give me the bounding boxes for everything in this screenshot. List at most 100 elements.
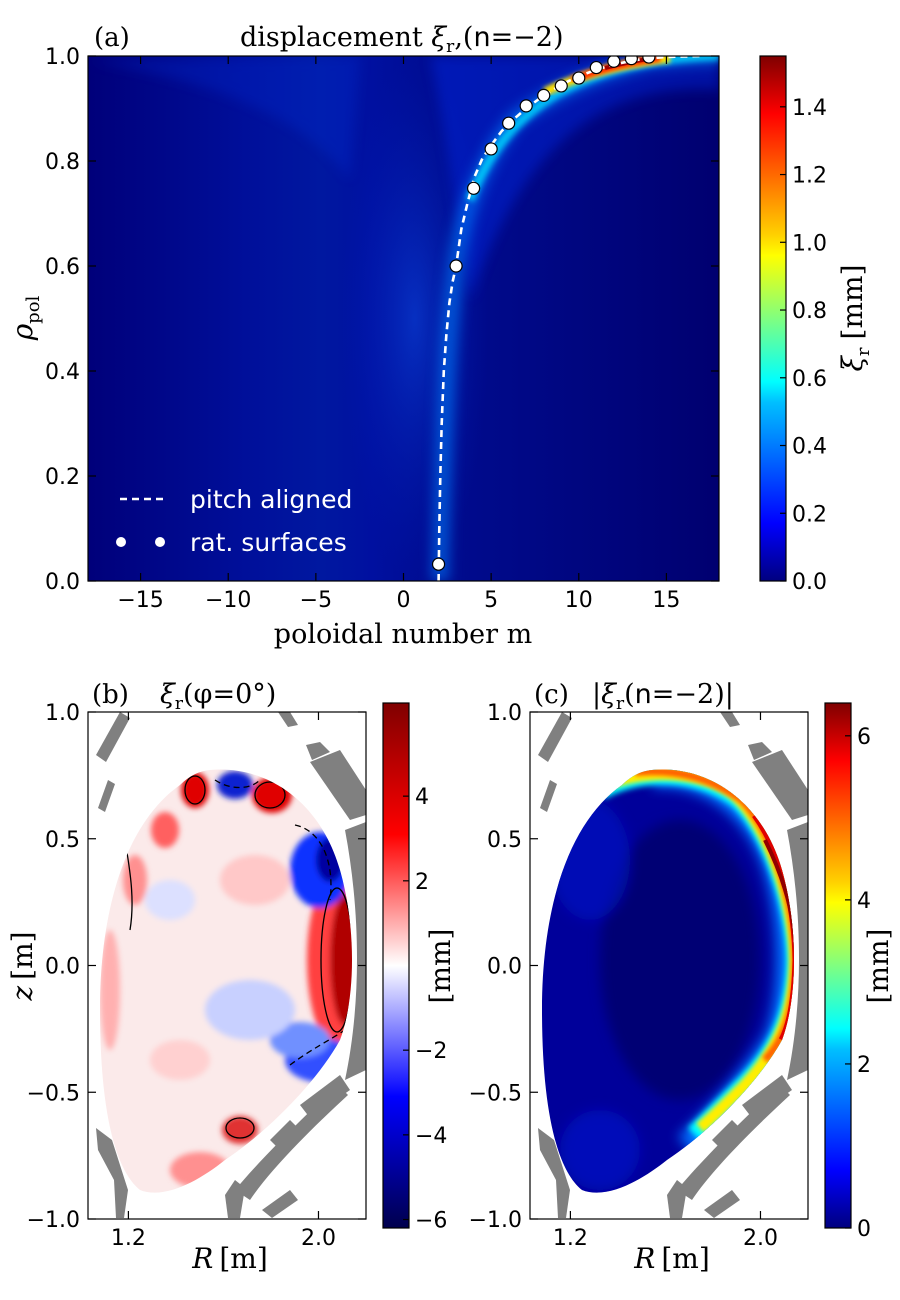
panel-a-xtick-label: −15 — [117, 588, 163, 613]
panel-a-ylabel: ρpol — [6, 295, 44, 341]
legend-rat-marker-1 — [116, 537, 126, 547]
rational-surface-marker — [624, 56, 638, 66]
panel-a-title-rest: ,( — [454, 22, 473, 53]
panel-a-legend: pitch aligned rat. surfaces — [116, 485, 352, 557]
panel-c-ytick-label: −0.5 — [469, 1081, 522, 1106]
panel-c-xlabel-unit: [m] — [661, 1242, 709, 1275]
rational-surface-marker — [572, 71, 586, 85]
panel-a-colorbar-tick-label: 1.4 — [792, 96, 827, 121]
panel-b-xtick-label: 1.2 — [111, 1226, 146, 1251]
panel-a-title: displacement ξr,(n=−2) — [240, 22, 564, 57]
panel-a-colorbar-label: ξr [mm] — [836, 265, 874, 372]
rational-surface-marker — [449, 259, 463, 273]
panel-b-title-xi: ξ — [160, 679, 176, 710]
rational-surface-marker — [502, 116, 516, 130]
panel-b: 1.2 2.0−1.0−0.50.00.51.0 (b) ξr(φ=0°) R [m… — [6, 679, 457, 1275]
panel-c-title-n: n — [635, 679, 652, 710]
panel-b-colorbar-tick-label: −6 — [415, 1209, 447, 1234]
panel-c-title-open: |ξ — [592, 679, 617, 710]
panel-a-title-sub: r — [446, 37, 455, 57]
panel-a-xtick-label: −5 — [300, 588, 332, 613]
rational-surface-marker — [467, 181, 481, 195]
panel-a-cbar-sub: r — [853, 347, 874, 356]
panel-c-colorbar — [824, 702, 852, 1229]
panel-c-colorbar-tick-label: 2 — [857, 1053, 871, 1078]
panel-b-colorbar-label: [mm] — [424, 929, 457, 1004]
panel-a-xtick-label: 0 — [397, 588, 411, 613]
panel-c-ytick-label: 0.0 — [487, 955, 522, 980]
rational-surface-marker — [589, 60, 603, 75]
rational-surface-marker — [554, 79, 568, 93]
panel-c-ytick-label: −1.0 — [469, 1208, 522, 1233]
panel-b-title: ξr(φ=0°) — [160, 679, 276, 714]
rational-surface-marker — [537, 88, 551, 102]
panel-a-colorbar-tick-label: 1.0 — [792, 231, 827, 256]
panel-b-xtick-label: 2.0 — [301, 1226, 336, 1251]
panel-c-xtick-label: 2.0 — [743, 1226, 778, 1251]
panel-a-colorbar-tick-label: 1.2 — [792, 164, 827, 189]
panel-c-xtick-label: 1.2 — [553, 1226, 588, 1251]
panel-a-title-eq: =−2) — [491, 22, 564, 53]
panel-c-title-rest: =−2)| — [652, 679, 734, 710]
panel-c-title-paren: ( — [624, 679, 635, 710]
panel-a-title-xi: ξ — [431, 22, 447, 53]
panel-c-ticks: 1.2 2.0 −1.0 −0.5 0.0 0.5 1.0 — [469, 701, 808, 1251]
panel-b-colorbar-tick-label: 4 — [415, 785, 429, 810]
panel-a-colorbar — [759, 55, 787, 582]
panel-a: −15 −10 −5 0 5 10 15 0.0 0.2 0.4 0.6 0.8 1.0 pitch a… — [6, 22, 874, 650]
panel-b-colorbar-tick-label: 2 — [415, 870, 429, 895]
panel-c-xlabel: R [m] — [633, 1242, 710, 1275]
panel-b-ylabel: z [m] — [6, 931, 39, 1001]
panel-a-ylabel-sub: pol — [23, 295, 44, 323]
panel-b-xlabel: R [m] — [191, 1242, 268, 1275]
panel-a-xtick-label: 5 — [484, 588, 498, 613]
panel-a-ytick-label: 1.0 — [45, 45, 80, 70]
panel-b-colorbar-ticks: −6 −4 −2 2 4 — [403, 785, 447, 1234]
panel-c-title-sub: r — [616, 694, 625, 714]
panel-b-xlabel-R: R — [191, 1242, 213, 1275]
panel-c: 1.2 2.0 −1.0 −0.5 0.0 0.5 1.0 (c) |ξr(n=−2)| R… — [469, 679, 895, 1275]
panel-c-tag: (c) — [534, 680, 569, 710]
rational-surface-marker — [607, 56, 621, 68]
panel-a-xlabel: poloidal number m — [274, 619, 532, 650]
panel-a-cbar-unit: [mm] — [836, 265, 869, 340]
panel-a-colorbar-tick-label: 0.4 — [792, 435, 827, 460]
rational-surface-marker — [642, 56, 656, 64]
panel-b-tag: (b) — [92, 680, 129, 710]
panel-a-title-main: displacement — [240, 22, 431, 53]
rational-surface-marker — [431, 557, 446, 571]
legend-pitch-label: pitch aligned — [190, 485, 352, 514]
pitch-aligned-curve — [437, 56, 702, 581]
rational-surface-marker — [484, 142, 498, 156]
panel-b-colorbar — [382, 702, 410, 1229]
panel-a-ytick-label: 0.6 — [45, 255, 80, 280]
panel-a-xtick-label: 15 — [652, 588, 680, 613]
panel-a-heatmap — [88, 56, 719, 581]
panel-c-colorbar-tick-label: 4 — [857, 889, 871, 914]
panel-c-title: |ξr(n=−2)| — [592, 679, 734, 714]
panel-c-ytick-label: 0.5 — [487, 828, 522, 853]
panel-a-ytick-label: 0.4 — [45, 360, 80, 385]
panel-b-ylabel-z: z — [6, 986, 39, 1002]
panel-b-ticks: 1.2 2.0 −1.0 −0.5 0.0 0.5 1.0 — [27, 701, 366, 1251]
panel-c-colorbar-ticks: 0 2 4 6 — [845, 725, 871, 1242]
panel-b-ytick-label: 0.0 — [45, 955, 80, 980]
panel-a-colorbar-tick-label: 0.0 — [792, 570, 827, 595]
legend-rat-marker-2 — [155, 537, 165, 547]
panel-b-ytick-label: −0.5 — [27, 1081, 80, 1106]
panel-b-ytick-label: −1.0 — [27, 1208, 80, 1233]
panel-a-colorbar-tick-label: 0.6 — [792, 367, 827, 392]
panel-a-colorbar-tick-label: 0.2 — [792, 502, 827, 527]
legend-rat-label: rat. surfaces — [190, 528, 347, 557]
panel-b-ytick-label: 1.0 — [45, 701, 80, 726]
rational-surface-markers — [431, 56, 656, 571]
panel-a-ticks: −15 −10 −5 0 5 10 15 0.0 0.2 0.4 0.6 0.8 1.0 — [45, 45, 719, 613]
panel-a-colorbar-ticks: 0.0 0.2 0.4 0.6 0.8 1.0 1.2 1.4 — [780, 96, 827, 595]
panel-b-ytick-label: 0.5 — [45, 828, 80, 853]
panel-a-title-n: n — [473, 22, 490, 53]
panel-a-tag: (a) — [94, 23, 130, 53]
panel-c-colorbar-label: [mm] — [862, 929, 895, 1004]
rational-surface-marker — [519, 99, 533, 113]
panel-c-colorbar-tick-label: 6 — [857, 725, 871, 750]
panel-a-ytick-label: 0.8 — [45, 150, 80, 175]
